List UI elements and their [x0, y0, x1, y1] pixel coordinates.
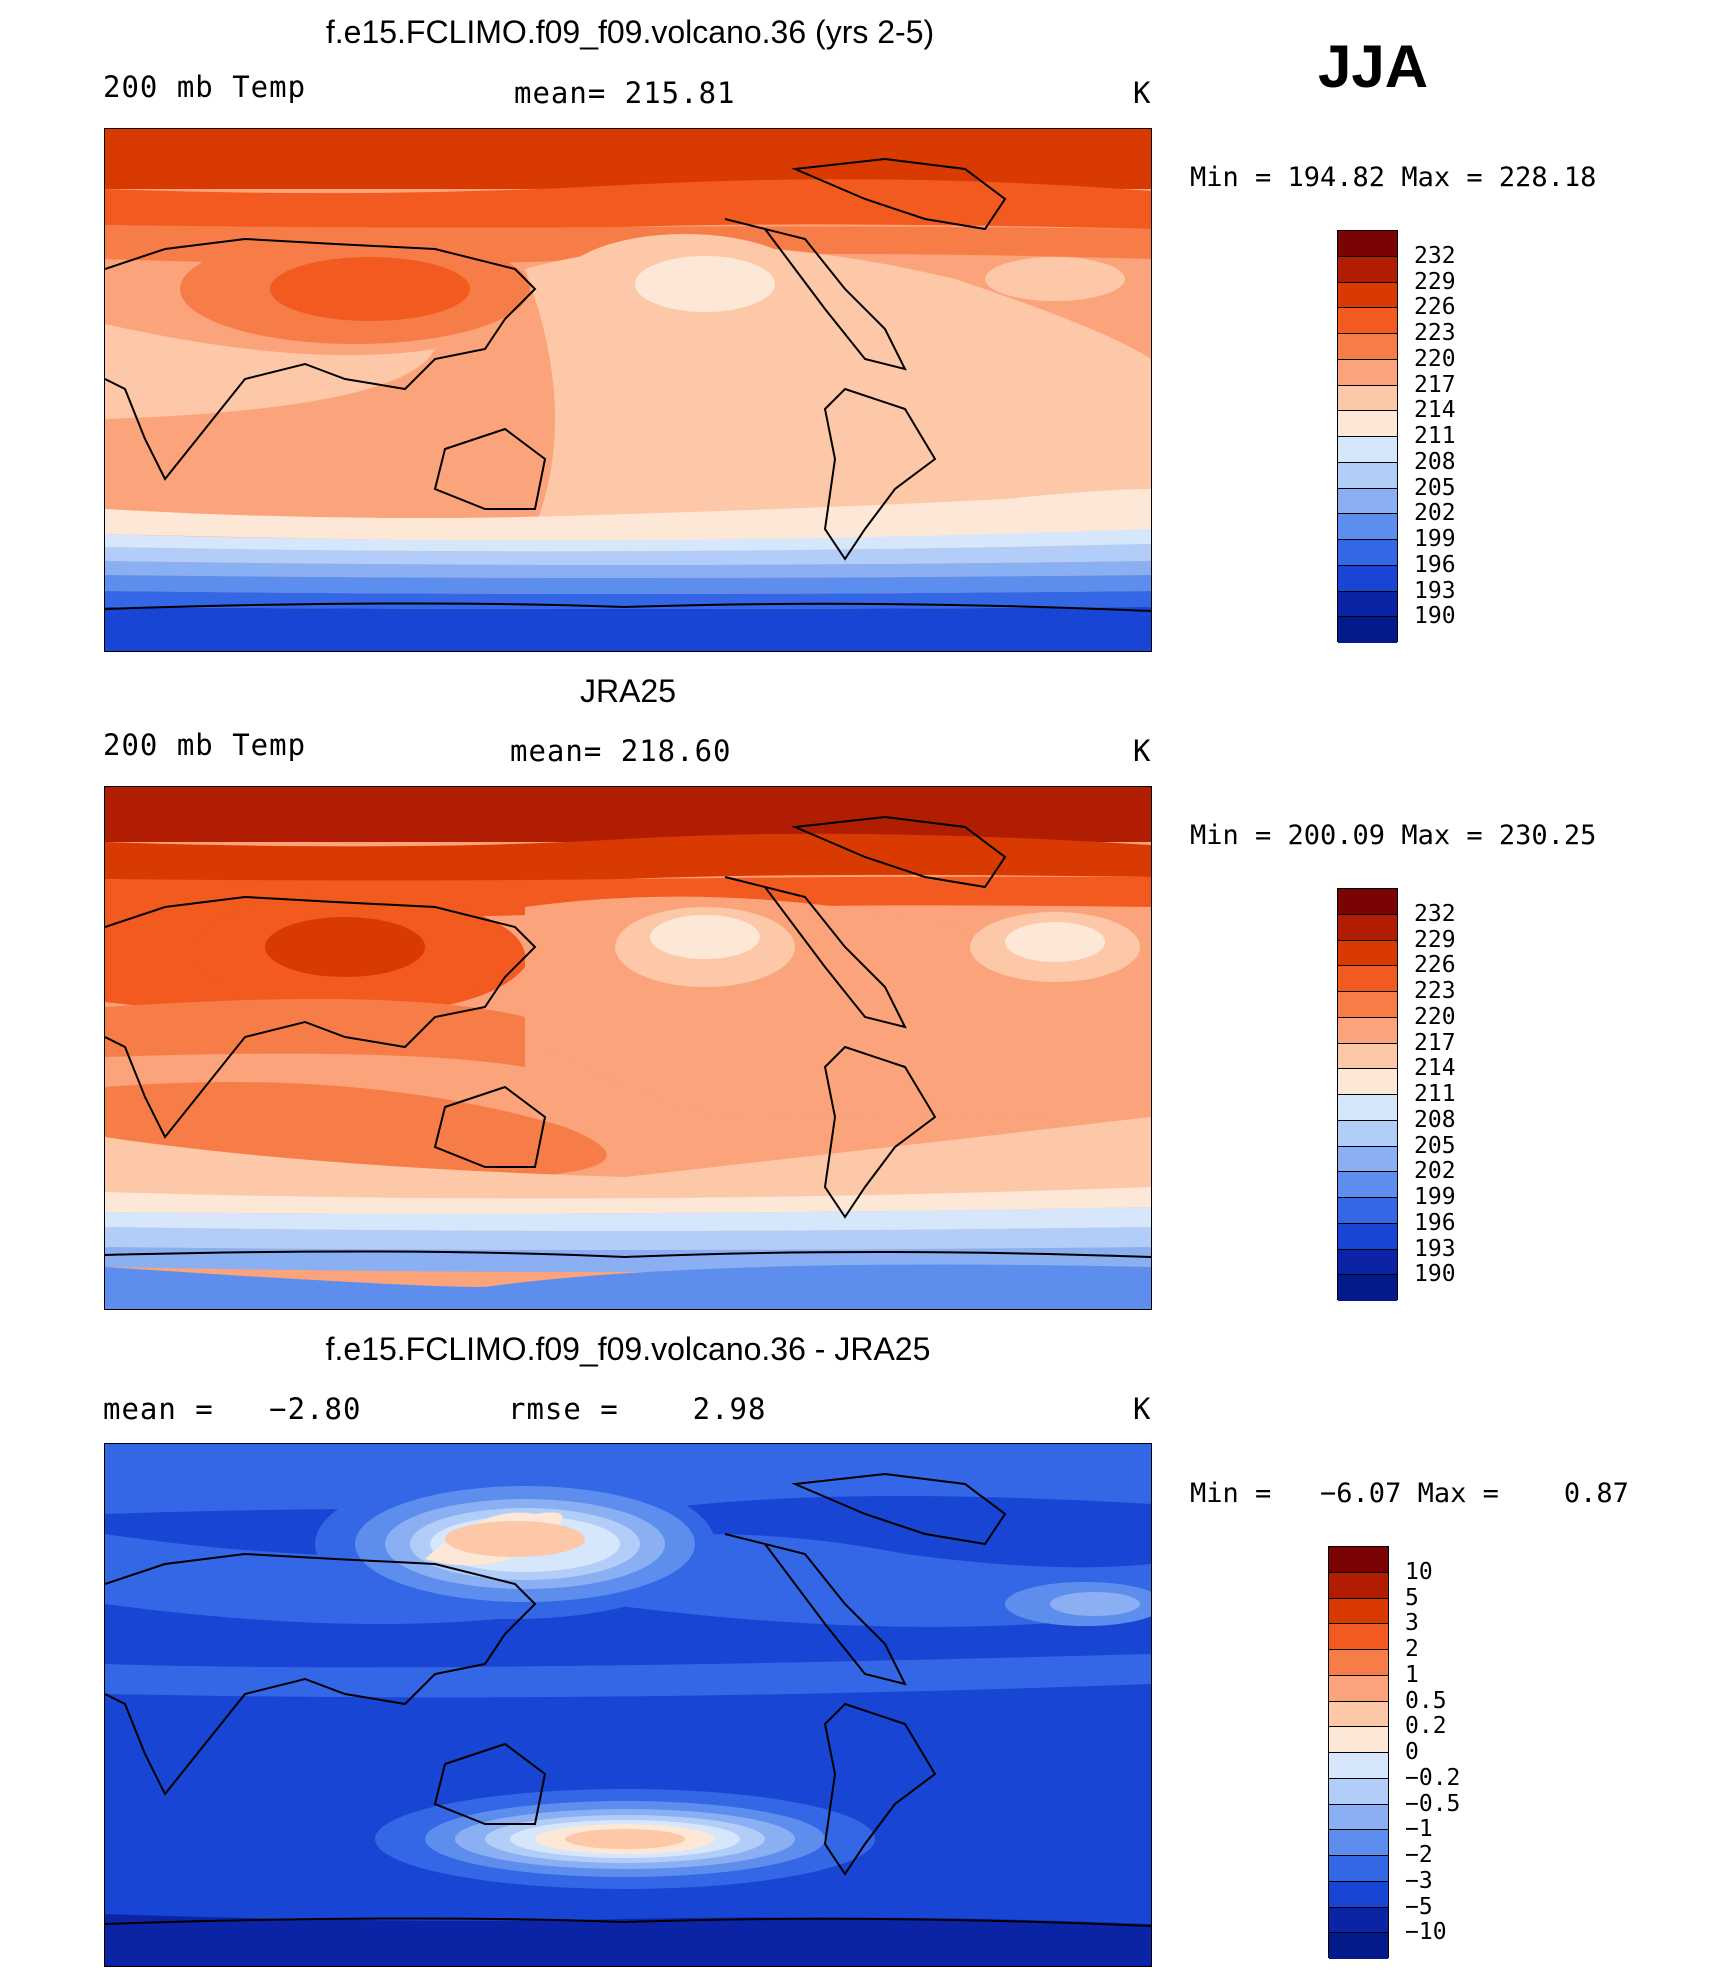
panel-2-cbar-tick-10: 202	[1414, 1158, 1456, 1184]
panel-2-cbar-tick-3: 223	[1414, 978, 1456, 1004]
panel-2-cbar-tick-14: 190	[1414, 1261, 1456, 1287]
panel-3-cbar-tick-10: −1	[1405, 1816, 1433, 1842]
panel-2-cbar-tick-4: 220	[1414, 1004, 1456, 1030]
panel-1-cbar-tick-5: 217	[1414, 372, 1456, 398]
panel-1-cbar-tick-7: 211	[1414, 423, 1456, 449]
panel-3-rmse-label: rmse = 2.98	[508, 1392, 767, 1426]
panel-3-cbar-tick-1: 5	[1405, 1585, 1419, 1611]
panel-3-mean-label: mean = −2.80	[103, 1392, 362, 1426]
panel-2-title: JRA25	[579, 673, 677, 709]
panel-1-mean-label: mean= 215.81	[514, 76, 736, 110]
panel-3-cbar-tick-6: 0.2	[1405, 1713, 1447, 1739]
panel-1-cbar-tick-4: 220	[1414, 346, 1456, 372]
panel-2-cbar-tick-6: 214	[1414, 1055, 1456, 1081]
panel-2-cbar-tick-9: 205	[1414, 1133, 1456, 1159]
panel-1-map-field	[105, 129, 1151, 651]
panel-1-cbar-tick-6: 214	[1414, 397, 1456, 423]
panel-1-unit: K	[1133, 76, 1152, 110]
panel-1-cbar-tick-14: 190	[1414, 603, 1456, 629]
panel-1-cbar-tick-3: 223	[1414, 320, 1456, 346]
panel-2-cbar-tick-11: 199	[1414, 1184, 1456, 1210]
panel-3-colorbar	[1328, 1546, 1389, 1959]
panel-3-cbar-tick-8: −0.2	[1405, 1765, 1461, 1791]
panel-1-cbar-tick-0: 232	[1414, 243, 1456, 269]
panel-1-left-label: 200 mb Temp	[103, 70, 307, 104]
panel-2-cbar-tick-1: 229	[1414, 927, 1456, 953]
panel-2-cbar-tick-13: 193	[1414, 1236, 1456, 1262]
panel-3-cbar-tick-2: 3	[1405, 1610, 1419, 1636]
panel-2-mean-label: mean= 218.60	[510, 734, 732, 768]
panel-3-cbar-tick-9: −0.5	[1405, 1791, 1461, 1817]
panel-2-colorbar	[1337, 888, 1398, 1301]
panel-1-cbar-tick-13: 193	[1414, 578, 1456, 604]
panel-1-cbar-tick-9: 205	[1414, 475, 1456, 501]
panel-1-cbar-tick-2: 226	[1414, 294, 1456, 320]
season-label: JJA	[1318, 33, 1429, 100]
panel-3-cbar-tick-5: 0.5	[1405, 1688, 1447, 1714]
panel-3-map-field	[105, 1444, 1151, 1966]
panel-1-minmax: Min = 194.82 Max = 228.18	[1190, 162, 1597, 193]
panel-1-map	[104, 128, 1152, 652]
panel-1-cbar-tick-11: 199	[1414, 526, 1456, 552]
panel-3-cbar-tick-13: −5	[1405, 1894, 1433, 1920]
panel-1-cbar-tick-12: 196	[1414, 552, 1456, 578]
panel-3-cbar-tick-0: 10	[1405, 1559, 1433, 1585]
panel-1-cbar-tick-8: 208	[1414, 449, 1456, 475]
panel-2-left-label: 200 mb Temp	[103, 728, 307, 762]
panel-3-map	[104, 1443, 1152, 1967]
panel-2-cbar-tick-0: 232	[1414, 901, 1456, 927]
panel-2-cbar-tick-12: 196	[1414, 1210, 1456, 1236]
panel-2-cbar-tick-5: 217	[1414, 1030, 1456, 1056]
panel-2-map	[104, 786, 1152, 1310]
panel-3-cbar-tick-12: −3	[1405, 1868, 1433, 1894]
panel-3-cbar-tick-11: −2	[1405, 1842, 1433, 1868]
panel-2-cbar-tick-8: 208	[1414, 1107, 1456, 1133]
panel-1-colorbar	[1337, 230, 1398, 643]
panel-2-minmax: Min = 200.09 Max = 230.25	[1190, 820, 1597, 851]
panel-1-cbar-tick-10: 202	[1414, 500, 1456, 526]
panel-1-cbar-tick-1: 229	[1414, 269, 1456, 295]
panel-2-map-field	[105, 787, 1151, 1309]
panel-3-cbar-tick-4: 1	[1405, 1662, 1419, 1688]
panel-3-unit: K	[1133, 1392, 1152, 1426]
panel-3-cbar-tick-14: −10	[1405, 1919, 1447, 1945]
panel-2-unit: K	[1133, 734, 1152, 768]
panel-3-minmax: Min = −6.07 Max = 0.87	[1190, 1478, 1629, 1509]
panel-2-cbar-tick-2: 226	[1414, 952, 1456, 978]
panel-3-title: f.e15.FCLIMO.f09_f09.volcano.36 - JRA25	[325, 1331, 931, 1367]
panel-2-cbar-tick-7: 211	[1414, 1081, 1456, 1107]
panel-1-title: f.e15.FCLIMO.f09_f09.volcano.36 (yrs 2-5…	[325, 14, 935, 50]
panel-3-cbar-tick-7: 0	[1405, 1739, 1419, 1765]
panel-3-cbar-tick-3: 2	[1405, 1636, 1419, 1662]
